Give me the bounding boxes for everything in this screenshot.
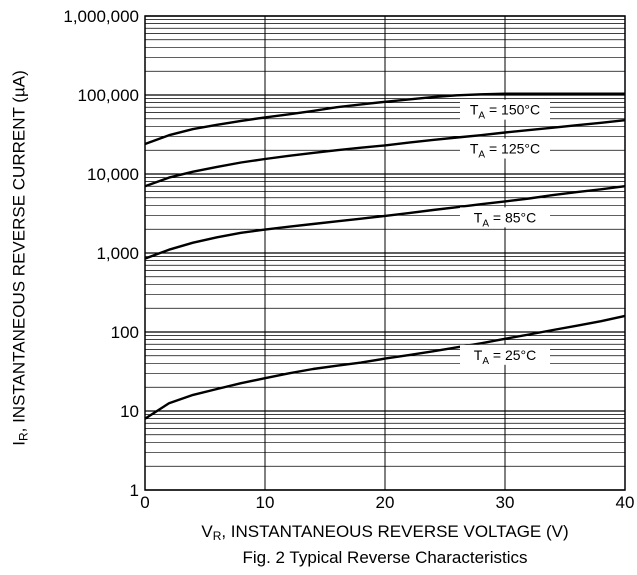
plot-frame [144,15,626,491]
x-tick-label: 10 [256,493,275,512]
series-label-2: TA = 125°C [470,141,540,161]
series-label-bg-3 [460,207,550,228]
y-tick-label: 10 [120,402,139,421]
series-label-3: TA = 85°C [474,209,536,229]
y-tick-label: 10,000 [87,165,139,184]
series-label-4: TA = 25°C [474,347,536,367]
tick-labels: 0 10 20 30 40 1 10 100 1,000 10,000 100,000 1,000,0… [63,7,634,512]
x-tick-label: 30 [496,493,515,512]
series-line-1 [144,92,625,146]
series-line-4 [144,314,626,420]
x-tick-label: 20 [376,493,395,512]
series-label-1: TA = 150°C [470,102,540,122]
series-label-bg-4 [460,344,550,365]
y-tick-label: 1,000,000 [63,7,139,26]
series-line-2 [144,119,626,188]
series-line-3 [144,185,626,260]
series-label-bg-2 [460,138,550,159]
series-labels: TA = 150°C TA = 125°C TA = 85°C TA = 25°C [460,99,550,367]
figure-caption: Fig. 2 Typical Reverse Characteristics [242,548,528,567]
x-tick-label: 40 [616,493,635,512]
y-axis-label-wrap: IR, INSTANTANEOUS REVERSE CURRENT (µA) [0,0,40,575]
y-tick-label: 1,000 [96,244,139,263]
series-lines [144,92,626,420]
y-tick-label: 100,000 [78,86,139,105]
series-label-bg-1 [460,99,550,120]
y-axis-label: IR, INSTANTANEOUS REVERSE CURRENT (µA) [9,70,31,446]
x-axis-label: VR, INSTANTANEOUS REVERSE VOLTAGE (V) [201,522,569,543]
y-tick-label: 100 [111,323,139,342]
x-tick-label: 0 [140,493,149,512]
y-tick-label: 1 [130,481,139,500]
